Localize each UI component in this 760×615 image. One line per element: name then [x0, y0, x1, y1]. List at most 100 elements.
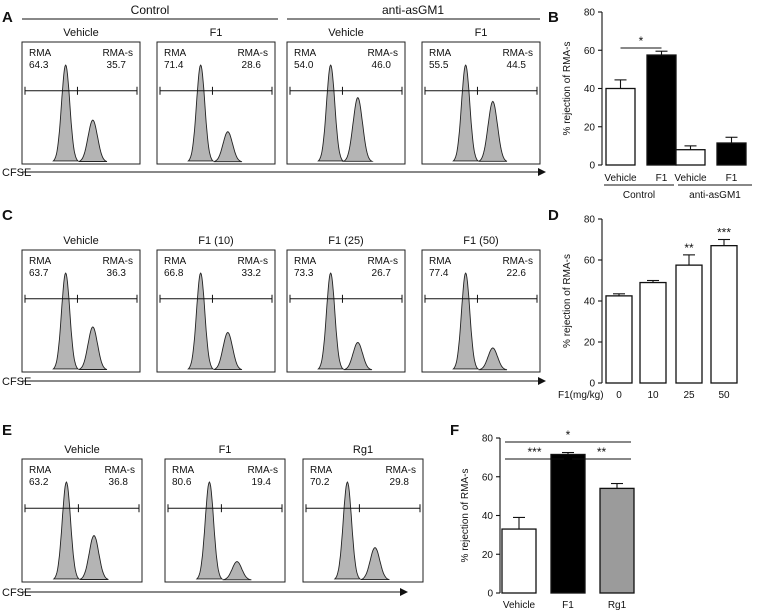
y-tick-label-f-1: 20 — [482, 550, 494, 561]
rma-value-c-2: 73.3 — [294, 268, 314, 279]
bar-d-2 — [675, 264, 703, 384]
rmas-label-c-0: RMA-s — [102, 256, 133, 267]
x-tick-label-d-1: 10 — [647, 390, 659, 401]
rma-value-a-0: 64.3 — [29, 60, 49, 71]
cfse-arrowhead-c — [538, 377, 546, 385]
x-tick-label-b-1: F1 — [656, 173, 668, 184]
histogram-peak-rma-a-2 — [317, 64, 345, 162]
cfse-label-e: CFSE — [2, 587, 31, 599]
bar-b-3 — [716, 142, 747, 166]
rma-value-a-2: 54.0 — [294, 60, 314, 71]
histogram-title-a-2: Vehicle — [328, 27, 363, 39]
rma-label-a-2: RMA — [294, 48, 317, 59]
rmas-label-c-3: RMA-s — [502, 256, 533, 267]
histogram-frame-e-2 — [302, 458, 424, 583]
histogram-frame-c-3 — [421, 249, 541, 373]
histogram-peak-rma-e-1 — [195, 481, 224, 580]
rmas-value-a-0: 35.7 — [107, 60, 127, 71]
y-tick-label-d-0: 0 — [589, 379, 595, 390]
histogram-title-c-2: F1 (25) — [328, 235, 363, 247]
histogram-frame-e-1 — [164, 458, 286, 583]
y-axis-label-d: % rejection of RMA-s — [562, 254, 573, 348]
y-tick-label-f-3: 60 — [482, 472, 494, 483]
y-axis-label-b: % rejection of RMA-s — [562, 42, 573, 136]
rma-value-a-3: 55.5 — [429, 60, 449, 71]
rma-label-c-2: RMA — [294, 256, 317, 267]
histogram-title-e-2: Rg1 — [353, 444, 373, 456]
panel-letter-e: E — [2, 422, 12, 439]
chart-panel-f: 0 20 40 60 80 % rejection of RMA-s Vehicle F1 Rg… — [460, 428, 635, 611]
y-tick-label-f-2: 40 — [482, 511, 494, 522]
bar-b-1 — [646, 54, 677, 166]
histogram-title-c-1: F1 (10) — [198, 235, 233, 247]
chart-panel-d: 0 20 40 60 80 % rejection of RMA-s 0 10 25 50 F1(m… — [558, 215, 738, 401]
group-label-control: Control — [131, 3, 170, 17]
bar-f-2 — [599, 487, 635, 594]
histogram-peak-rmas-a-2 — [341, 96, 374, 162]
panel-letter-f: F — [450, 422, 459, 439]
histogram-frame-a-0 — [21, 41, 141, 165]
rmas-label-a-1: RMA-s — [237, 48, 268, 59]
histogram-peak-rmas-c-3 — [478, 347, 508, 371]
y-tick-label-d-1: 20 — [584, 338, 596, 349]
rma-label-a-3: RMA — [429, 48, 452, 59]
bar-d-1 — [639, 281, 667, 384]
rma-value-a-1: 71.4 — [164, 60, 184, 71]
y-axis-label-f: % rejection of RMA-s — [460, 469, 471, 563]
histogram-peak-rma-a-0 — [52, 64, 80, 162]
significance-label-d-2: ** — [684, 241, 694, 255]
y-tick-label-b-3: 60 — [584, 46, 596, 57]
y-tick-label-d-2: 40 — [584, 297, 596, 308]
significance-label-f-1: * — [566, 428, 571, 442]
significance-label-f-2: ** — [597, 445, 607, 459]
rma-label-e-2: RMA — [310, 465, 333, 476]
rmas-value-c-3: 22.6 — [507, 268, 527, 279]
histogram-frame-a-2 — [286, 41, 406, 165]
rmas-label-a-0: RMA-s — [102, 48, 133, 59]
panel-letter-c: C — [2, 207, 13, 224]
rmas-value-a-1: 28.6 — [242, 60, 262, 71]
histogram-title-a-3: F1 — [475, 27, 488, 39]
histogram-peak-rmas-c-1 — [213, 331, 243, 371]
y-tick-label-d-3: 60 — [584, 256, 596, 267]
rma-label-c-3: RMA — [429, 256, 452, 267]
y-tick-label-f-0: 0 — [487, 589, 493, 600]
group-label-b-0: Control — [623, 190, 655, 201]
rmas-label-c-1: RMA-s — [237, 256, 268, 267]
rma-value-e-1: 80.6 — [172, 477, 192, 488]
histogram-frame-e-0 — [21, 458, 143, 583]
significance-label-d-3: *** — [717, 226, 731, 240]
cfse-arrowhead-e — [400, 588, 408, 596]
rmas-label-c-2: RMA-s — [367, 256, 398, 267]
cfse-arrowhead-a — [538, 168, 546, 176]
bar-b-2 — [675, 149, 706, 166]
histogram-peak-rmas-c-0 — [78, 326, 108, 370]
panel-letter-d: D — [548, 207, 559, 224]
rma-label-a-0: RMA — [29, 48, 52, 59]
histogram-peak-rma-c-1 — [187, 272, 215, 370]
y-tick-label-b-4: 80 — [584, 8, 596, 19]
y-tick-label-b-2: 40 — [584, 84, 596, 95]
rma-label-a-1: RMA — [164, 48, 187, 59]
rmas-value-a-3: 44.5 — [507, 60, 527, 71]
histogram-peak-rmas-a-0 — [78, 119, 108, 162]
rmas-value-e-2: 29.8 — [390, 477, 410, 488]
histogram-frame-c-2 — [286, 249, 406, 373]
rma-value-e-0: 63.2 — [29, 477, 49, 488]
histogram-title-e-1: F1 — [219, 444, 232, 456]
histogram-peak-rma-c-3 — [452, 272, 480, 370]
cfse-label-c: CFSE — [2, 376, 31, 388]
bar-f-0 — [501, 528, 537, 594]
panel-a-histograms: VehicleRMA64.3RMA-s35.7F1RMA71.4RMA-s28.… — [21, 27, 541, 165]
rma-value-c-0: 63.7 — [29, 268, 49, 279]
rmas-label-e-0: RMA-s — [104, 465, 135, 476]
rmas-value-c-2: 26.7 — [372, 268, 392, 279]
bar-d-3 — [710, 244, 738, 384]
rma-label-c-0: RMA — [29, 256, 52, 267]
significance-label-f-0: *** — [527, 445, 541, 459]
significance-label-b-0: * — [639, 34, 644, 48]
bar-f-1 — [550, 453, 586, 594]
histogram-peak-rmas-a-3 — [478, 100, 508, 162]
cfse-label-a: CFSE — [2, 167, 31, 179]
